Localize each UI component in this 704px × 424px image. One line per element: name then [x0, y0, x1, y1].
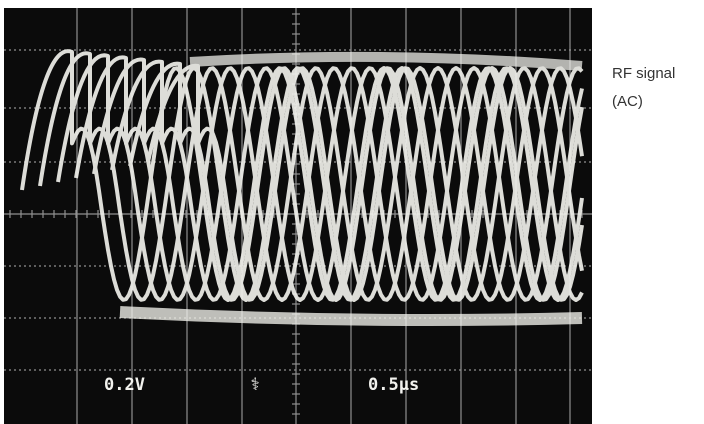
- trace-top-band: [189, 51, 583, 71]
- trace: [128, 61, 584, 302]
- caption-line: RF signal: [612, 65, 675, 82]
- trace: [92, 57, 584, 302]
- trace-bottom-band: [119, 306, 583, 326]
- trace: [74, 55, 584, 302]
- volts-per-div: 0.2V: [104, 375, 145, 395]
- time-per-div: 0.5µs: [368, 375, 419, 395]
- trace: [146, 63, 584, 302]
- trace: [110, 59, 584, 302]
- eye-pattern: [20, 49, 584, 326]
- caption-line: (AC): [612, 93, 643, 110]
- trace: [56, 53, 584, 302]
- trace: [38, 51, 584, 302]
- trigger-symbol: ⚕: [250, 375, 260, 395]
